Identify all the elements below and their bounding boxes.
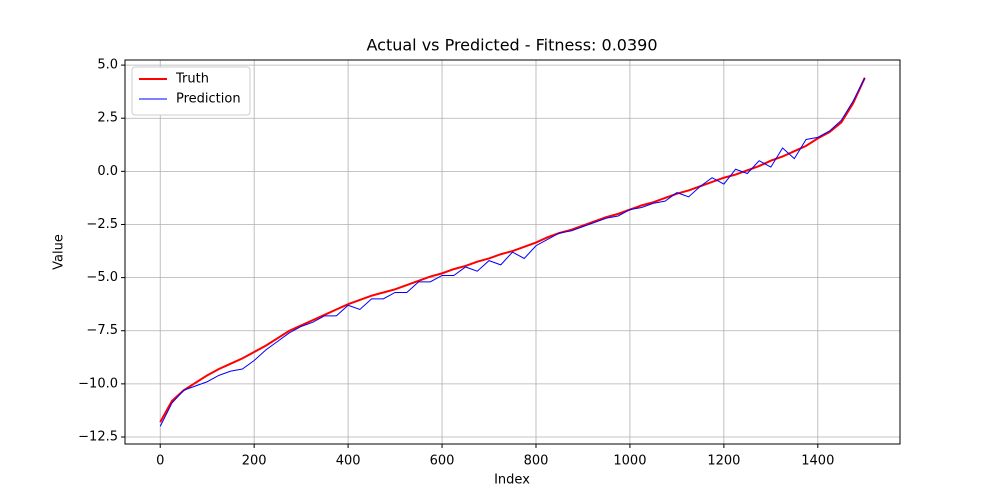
legend-label: Prediction <box>176 92 241 107</box>
x-axis-label: Index <box>494 473 530 488</box>
x-tick-label: 1000 <box>613 454 646 469</box>
x-tick-label: 200 <box>242 454 267 469</box>
x-tick-label: 400 <box>336 454 361 469</box>
x-tick-label: 1200 <box>707 454 740 469</box>
series-line <box>159 77 866 427</box>
legend-label: Truth <box>175 72 209 87</box>
y-tick-label: −7.5 <box>86 323 118 338</box>
y-tick-label: 2.5 <box>97 111 118 126</box>
series-line <box>159 77 866 423</box>
y-tick-label: 5.0 <box>97 58 118 73</box>
x-tick-label: 0 <box>156 454 164 469</box>
legend: Truth Prediction <box>131 66 251 116</box>
y-tick-label: −2.5 <box>86 217 118 232</box>
plot-frame <box>124 59 901 445</box>
y-tick-label: −5.0 <box>86 270 118 285</box>
y-tick-label: 0.0 <box>97 164 118 179</box>
x-tick-label: 1400 <box>801 454 834 469</box>
x-tick-label: 600 <box>430 454 455 469</box>
y-axis-label: Value <box>52 234 67 270</box>
chart-title: Actual vs Predicted - Fitness: 0.0390 <box>366 36 657 55</box>
y-tick-label: −10.0 <box>78 376 118 391</box>
x-tick-label: 800 <box>524 454 549 469</box>
y-tick-label: −12.5 <box>78 429 118 444</box>
